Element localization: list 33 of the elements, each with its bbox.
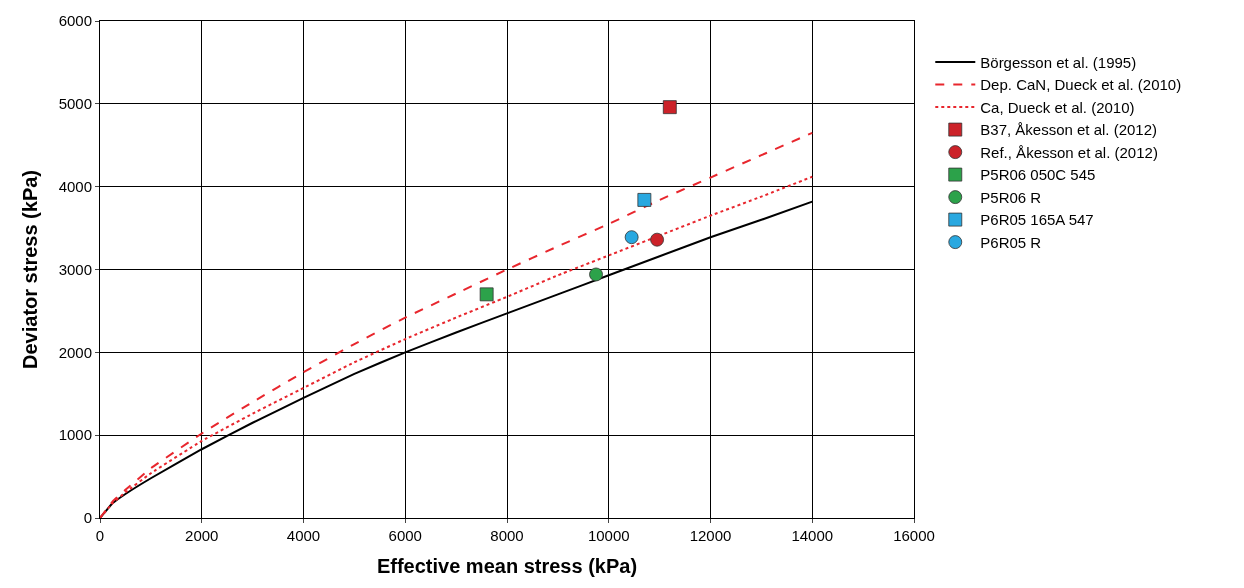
point bbox=[650, 232, 664, 247]
x-tick-label: 12000 bbox=[689, 527, 732, 544]
x-tick-label: 4000 bbox=[286, 527, 321, 544]
point bbox=[479, 287, 494, 302]
y-tick-label: 3000 bbox=[58, 260, 92, 278]
legend-label: P5R06 R bbox=[980, 188, 1042, 206]
y-tick-label: 2000 bbox=[58, 343, 92, 361]
point bbox=[589, 267, 603, 282]
point bbox=[637, 193, 652, 207]
legend-label: Ca, Dueck et al. (2010) bbox=[980, 98, 1135, 116]
x-tick-label: 6000 bbox=[388, 527, 422, 544]
x-tick-label: 14000 bbox=[791, 527, 834, 544]
legend-label: Börgesson et al. (1995) bbox=[980, 53, 1137, 71]
x-tick-label: 16000 bbox=[893, 527, 935, 544]
legend-label: P5R06 050C 545 bbox=[980, 166, 1096, 184]
y-axis-title: Deviator stress (kPa) bbox=[19, 170, 42, 369]
legend-label: B37, Åkesson et al. (2012) bbox=[980, 121, 1158, 139]
x-tick-label: 0 bbox=[95, 527, 105, 544]
x-tick-label: 10000 bbox=[587, 527, 630, 544]
x-tick-label: 2000 bbox=[185, 527, 219, 544]
y-tick-label: 4000 bbox=[58, 177, 92, 195]
x-tick-label: 8000 bbox=[490, 527, 524, 544]
legend-label: Dep. CaN, Dueck et al. (2010) bbox=[980, 76, 1182, 94]
legend-label: Ref., Åkesson et al. (2012) bbox=[980, 143, 1158, 161]
y-tick-label: 1000 bbox=[58, 426, 92, 444]
legend-label: P6R05 R bbox=[980, 233, 1042, 251]
y-tick-label: 6000 bbox=[58, 12, 92, 30]
x-axis-title: Effective mean stress (kPa) bbox=[376, 554, 638, 577]
legend-label: P6R05 165A 547 bbox=[980, 211, 1094, 229]
point bbox=[624, 230, 639, 245]
point bbox=[662, 100, 677, 115]
y-tick-label: 0 bbox=[83, 509, 92, 527]
y-tick-label: 5000 bbox=[58, 95, 92, 113]
